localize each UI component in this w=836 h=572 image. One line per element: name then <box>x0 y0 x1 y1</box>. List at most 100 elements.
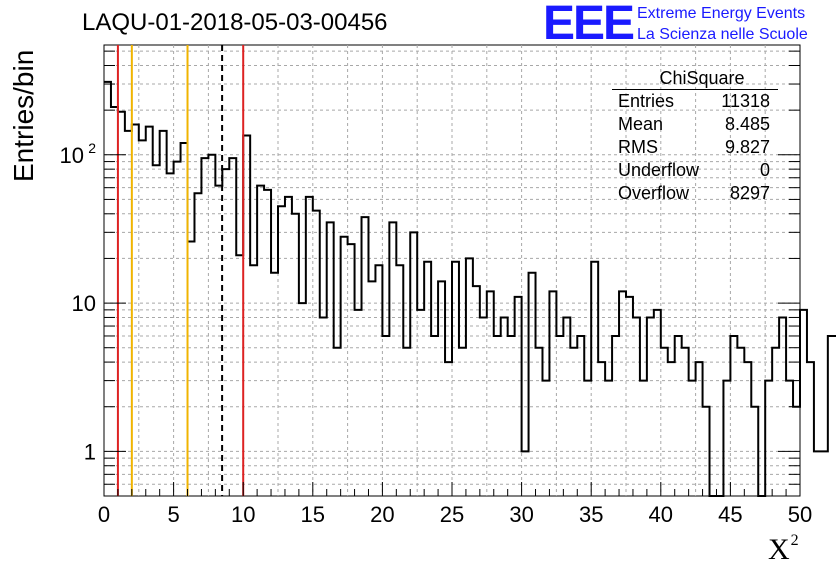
x-tick-label: 0 <box>98 502 110 527</box>
histogram-bin <box>278 206 285 496</box>
histogram-bin <box>473 286 480 496</box>
histogram-bin <box>598 362 605 496</box>
histogram-bin <box>570 348 577 496</box>
histogram-bin <box>814 451 821 496</box>
y-tick-exponent: 2 <box>88 140 96 156</box>
histogram-bin <box>723 381 730 496</box>
x-tick-label: 20 <box>370 502 394 527</box>
histogram-bin <box>327 222 334 496</box>
histogram-bin <box>654 310 661 496</box>
histogram-bin <box>515 297 522 496</box>
histogram-bin <box>828 336 835 496</box>
histogram-bin <box>584 381 591 496</box>
histogram-bin <box>368 281 375 496</box>
histogram-bin <box>341 237 348 496</box>
x-tick-label: 40 <box>649 502 673 527</box>
histogram-bin <box>689 381 696 496</box>
x-tick-label: 25 <box>440 502 464 527</box>
histogram-bin <box>696 362 703 496</box>
stats-row-entries: Entries 11318 <box>618 91 770 111</box>
stats-row-rms: RMS 9.827 <box>618 137 770 157</box>
stats-divider <box>612 89 778 90</box>
histogram-bin <box>640 381 647 496</box>
histogram-bin <box>633 317 640 496</box>
histogram-bin <box>160 131 167 496</box>
x-tick-label: 10 <box>231 502 255 527</box>
x-tick-label: 5 <box>167 502 179 527</box>
histogram-bin <box>438 281 445 496</box>
y-axis-label: Entries/bin <box>8 49 39 182</box>
histogram-bin <box>320 317 327 496</box>
stats-box: ChiSquare Entries 11318 Mean 8.485 RMS 9.82… <box>612 67 778 205</box>
histogram-bin <box>501 317 508 496</box>
histogram-bin <box>362 217 369 496</box>
histogram-bin <box>285 197 292 496</box>
histogram-bin <box>459 348 466 496</box>
histogram-bin <box>452 262 459 496</box>
histogram-bin <box>737 348 744 496</box>
stats-row-overflow: Overflow 8297 <box>618 183 770 203</box>
histogram-bin <box>445 362 452 496</box>
histogram-bin <box>167 173 174 496</box>
histogram-bin <box>508 336 515 496</box>
histogram-bin <box>222 169 229 496</box>
x-axis-label: X2 <box>768 532 799 566</box>
histogram-bin <box>466 258 473 496</box>
histogram-bin <box>480 317 487 496</box>
histogram-bin <box>549 291 556 496</box>
x-tick-label: 30 <box>509 502 533 527</box>
histogram-bin <box>619 291 626 496</box>
logo-line-2: La Scienza nelle Scuole <box>637 26 808 43</box>
histogram-bin <box>800 310 807 496</box>
reference-lines <box>116 45 245 496</box>
histogram-bin <box>668 362 675 496</box>
histogram-bin <box>118 112 125 496</box>
histogram-bin <box>424 262 431 496</box>
histogram-bin <box>779 317 786 496</box>
histogram-bin <box>661 348 668 496</box>
histogram-bin <box>355 310 362 496</box>
histogram-bin <box>174 162 181 496</box>
histogram-bin <box>487 291 494 496</box>
histogram-bin <box>132 125 139 496</box>
histogram-bin <box>243 135 250 496</box>
histogram-bin <box>306 197 313 496</box>
y-tick-label: 1 <box>84 439 96 464</box>
histogram-bin <box>313 211 320 496</box>
histogram-bin <box>417 310 424 496</box>
histogram-bin <box>382 336 389 496</box>
histogram-bin <box>703 407 710 496</box>
histogram-bin <box>403 348 410 496</box>
histogram-bin <box>299 303 306 496</box>
histogram-bin <box>821 451 828 496</box>
x-tick-label: 45 <box>718 502 742 527</box>
histogram-bin <box>744 362 751 496</box>
histogram-bin <box>494 336 501 496</box>
histogram-bin <box>536 348 543 496</box>
histogram-bin <box>292 214 299 496</box>
histogram-bin <box>647 317 654 496</box>
histogram-bin <box>271 273 278 496</box>
histogram-bin <box>236 255 243 496</box>
histogram-bin <box>139 140 146 496</box>
histogram-bin <box>410 232 417 496</box>
histogram-bin <box>396 265 403 496</box>
histogram-bin <box>125 131 132 496</box>
histogram-bin <box>194 193 201 496</box>
histogram-bin <box>556 336 563 496</box>
histogram-bin <box>577 336 584 496</box>
histogram-bin <box>730 336 737 496</box>
x-tick-label: 15 <box>301 502 325 527</box>
histogram-bin <box>626 297 633 496</box>
histogram-bin <box>146 127 153 496</box>
histogram-bin <box>181 143 188 496</box>
histogram-bin <box>250 265 257 496</box>
grid-lines <box>104 45 800 496</box>
histogram-bin <box>675 336 682 496</box>
histogram-bin <box>431 336 438 496</box>
histogram-bin <box>563 317 570 496</box>
chart-title: LAQU-01-2018-05-03-00456 <box>82 9 388 36</box>
histogram-bin <box>772 348 779 496</box>
